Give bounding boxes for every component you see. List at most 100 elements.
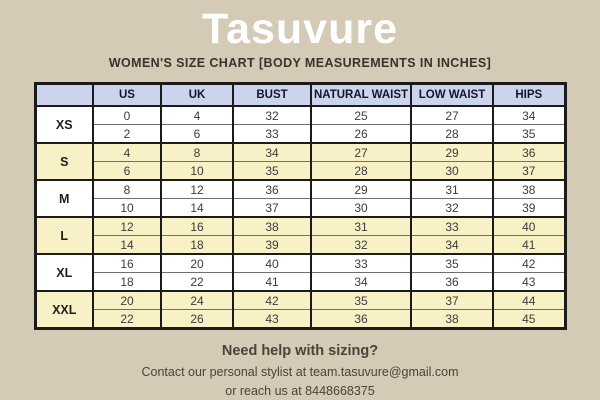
size-label: XXL: [34, 291, 93, 329]
footer-phone-number: or reach us at 8448668375: [225, 384, 375, 399]
measurement-cell: 36: [492, 143, 565, 162]
table-header-row: US UK BUST NATURAL WAIST LOW WAIST HIPS: [34, 83, 565, 108]
column-header: LOW WAIST: [410, 83, 493, 108]
size-label: XL: [34, 254, 93, 292]
measurement-cell: 30: [410, 161, 493, 181]
measurement-cell: 20: [160, 254, 233, 273]
measurement-cell: 40: [232, 254, 311, 273]
measurement-cell: 12: [160, 180, 233, 199]
measurement-cell: 34: [410, 235, 493, 255]
measurement-cell: 43: [232, 309, 311, 329]
footer: Need help with sizing? Contact our perso…: [0, 343, 600, 398]
measurement-cell: 41: [492, 235, 565, 255]
measurement-cell: 20: [92, 291, 161, 310]
measurement-cell: 44: [492, 291, 565, 310]
measurement-cell: 28: [410, 124, 493, 144]
measurement-cell: 40: [492, 217, 565, 236]
page-subtitle: WOMEN'S SIZE CHART [BODY MEASUREMENTS IN…: [108, 56, 492, 71]
brand-title: Tasuvure: [202, 5, 398, 53]
table-row: 6 10 35 28 30 37: [35, 161, 565, 181]
measurement-cell: 34: [492, 106, 565, 125]
table-row: 18 22 41 34 36 43: [35, 272, 565, 292]
table-row: 22 26 43 36 38 45: [35, 309, 565, 329]
table-row: XL 16 20 40 33 35 42: [34, 254, 565, 292]
measurement-cell: 29: [410, 143, 493, 162]
measurement-cell: 35: [232, 161, 311, 181]
measurement-cell: 28: [310, 161, 411, 181]
column-header: BUST: [232, 83, 311, 108]
measurement-cell: 6: [92, 161, 161, 181]
measurement-cell: 36: [310, 309, 411, 329]
table-row: XS 0 4 32 25 27 34: [34, 106, 565, 144]
measurement-cell: 34: [232, 143, 311, 162]
measurement-cell: 39: [492, 198, 565, 218]
measurement-cell: 14: [92, 235, 161, 255]
measurement-cell: 24: [160, 291, 233, 310]
table-row: XXL 20 24 42 35 37 44: [34, 291, 565, 329]
measurement-cell: 36: [410, 272, 493, 292]
measurement-cell: 34: [310, 272, 411, 292]
measurement-cell: 35: [310, 291, 411, 310]
measurement-cell: 37: [492, 161, 565, 181]
measurement-cell: 35: [410, 254, 493, 273]
corner-cell: [34, 83, 93, 108]
measurement-cell: 25: [310, 106, 411, 125]
table-row: M 8 12 36 29 31 38: [34, 180, 565, 218]
measurement-cell: 2: [92, 124, 161, 144]
measurement-cell: 26: [310, 124, 411, 144]
column-header: NATURAL WAIST: [310, 83, 411, 108]
column-header: US: [92, 83, 161, 108]
measurement-cell: 16: [160, 217, 233, 236]
table-row: L 12 16 38 31 33 40: [34, 217, 565, 255]
measurement-cell: 33: [310, 254, 411, 273]
measurement-cell: 43: [492, 272, 565, 292]
footer-help-text: Need help with sizing?: [221, 343, 379, 360]
measurement-cell: 41: [232, 272, 311, 292]
measurement-cell: 45: [492, 309, 565, 329]
measurement-cell: 32: [232, 106, 311, 125]
measurement-cell: 37: [410, 291, 493, 310]
measurement-cell: 26: [160, 309, 233, 329]
measurement-cell: 36: [232, 180, 311, 199]
measurement-cell: 42: [492, 254, 565, 273]
measurement-cell: 27: [310, 143, 411, 162]
measurement-cell: 8: [92, 180, 161, 199]
measurement-cell: 31: [310, 217, 411, 236]
measurement-cell: 27: [410, 106, 493, 125]
measurement-cell: 30: [310, 198, 411, 218]
measurement-cell: 14: [160, 198, 233, 218]
measurement-cell: 42: [232, 291, 311, 310]
measurement-cell: 10: [92, 198, 161, 218]
table-row: 10 14 37 30 32 39: [35, 198, 565, 218]
measurement-cell: 10: [160, 161, 233, 181]
measurement-cell: 22: [160, 272, 233, 292]
size-label: M: [34, 180, 93, 218]
size-label: S: [34, 143, 93, 181]
table-row: S 4 8 34 27 29 36: [34, 143, 565, 181]
table-row: 2 6 33 26 28 35: [35, 124, 565, 144]
measurement-cell: 35: [492, 124, 565, 144]
measurement-cell: 39: [232, 235, 311, 255]
measurement-cell: 0: [92, 106, 161, 125]
measurement-cell: 4: [92, 143, 161, 162]
size-chart-table: US UK BUST NATURAL WAIST LOW WAIST HIPS XS 0 4 3…: [33, 82, 567, 331]
measurement-cell: 18: [92, 272, 161, 292]
measurement-cell: 32: [310, 235, 411, 255]
size-label: XS: [34, 106, 93, 144]
measurement-cell: 12: [92, 217, 161, 236]
measurement-cell: 32: [410, 198, 493, 218]
measurement-cell: 29: [310, 180, 411, 199]
measurement-cell: 33: [232, 124, 311, 144]
measurement-cell: 22: [92, 309, 161, 329]
measurement-cell: 8: [160, 143, 233, 162]
measurement-cell: 31: [410, 180, 493, 199]
measurement-cell: 6: [160, 124, 233, 144]
measurement-cell: 38: [232, 217, 311, 236]
measurement-cell: 16: [92, 254, 161, 273]
column-header: HIPS: [492, 83, 565, 108]
measurement-cell: 38: [410, 309, 493, 329]
column-header: UK: [160, 83, 233, 108]
measurement-cell: 33: [410, 217, 493, 236]
table-row: 14 18 39 32 34 41: [35, 235, 565, 255]
